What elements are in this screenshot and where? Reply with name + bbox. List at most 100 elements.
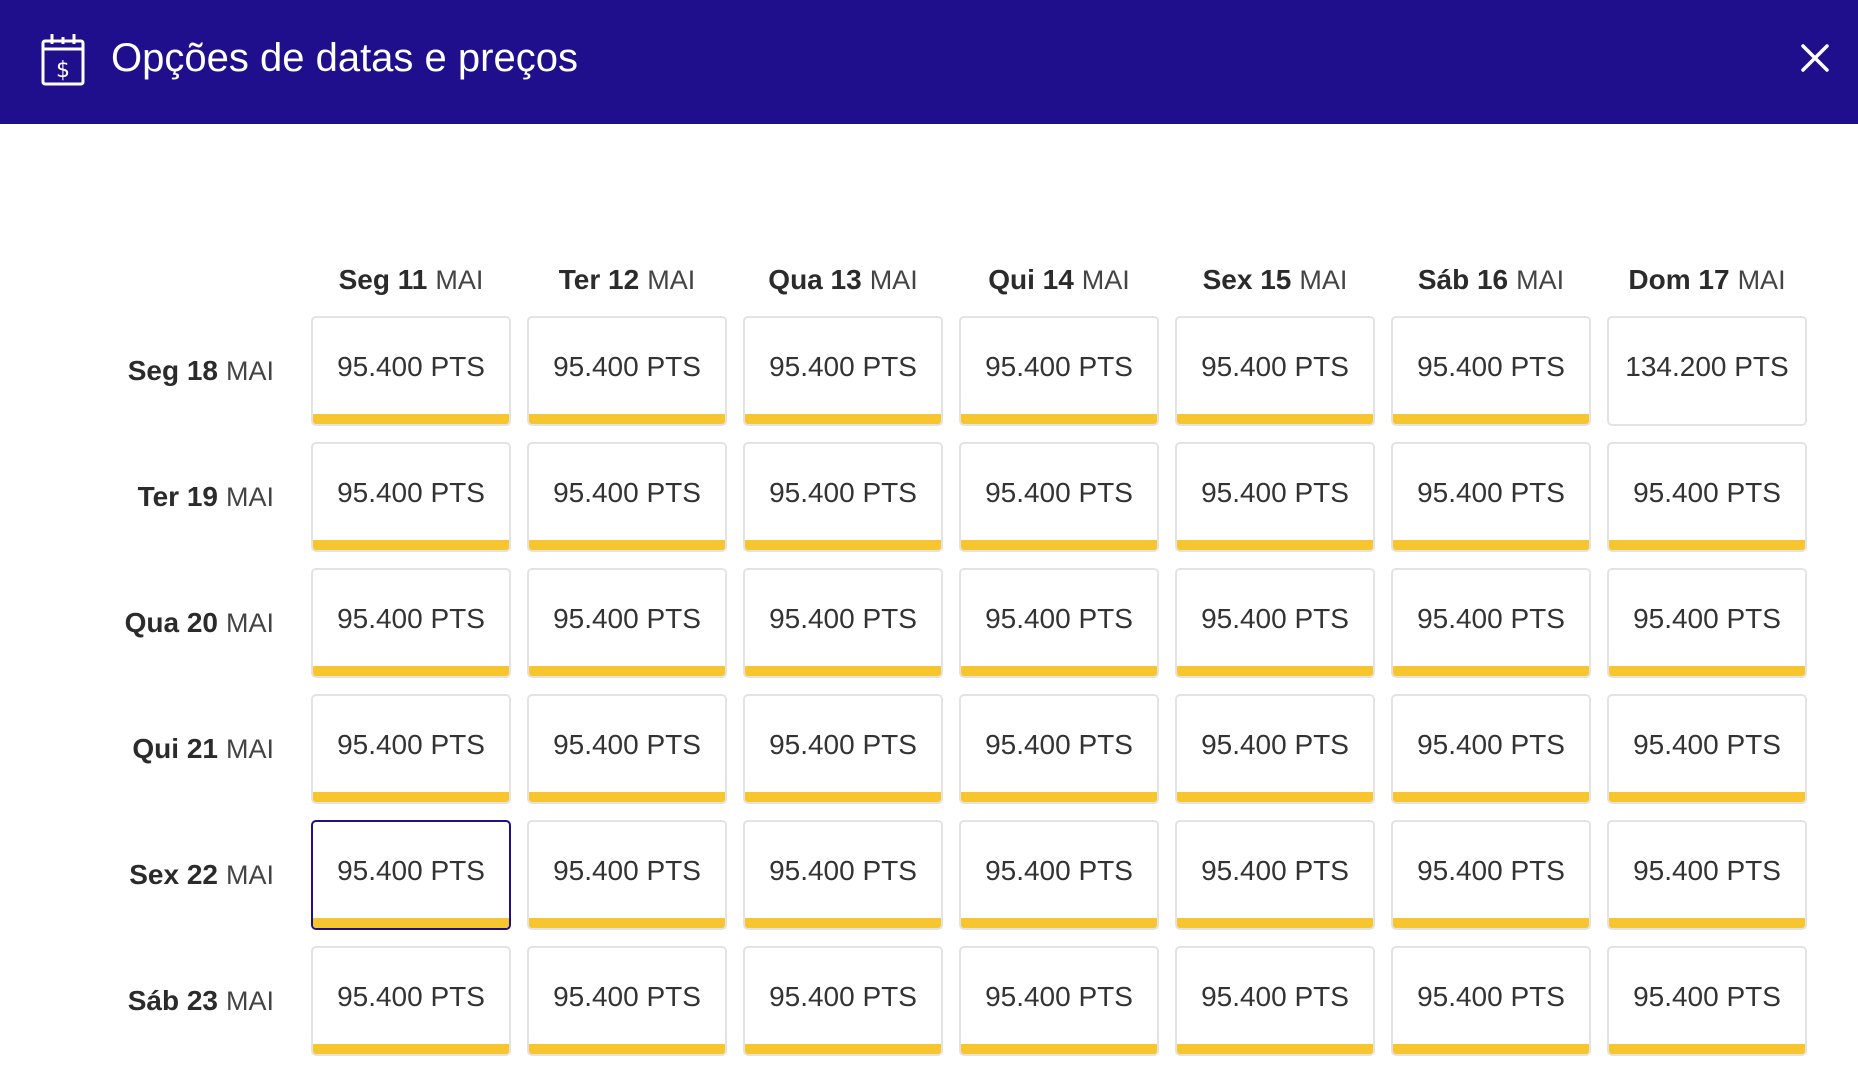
price-cell[interactable]: 95.400 PTS (1175, 442, 1375, 552)
price-cell[interactable]: 134.200 PTS (1607, 316, 1807, 426)
price-label: 95.400 PTS (1201, 981, 1349, 1012)
best-price-bar (529, 414, 725, 424)
price-cell[interactable]: 95.400 PTS (1175, 568, 1375, 678)
price-label: 95.400 PTS (1633, 981, 1781, 1012)
price-cell[interactable]: 95.400 PTS (311, 820, 511, 930)
price-label: 95.400 PTS (1417, 603, 1565, 634)
column-header-date: Seg 11 MAI (311, 258, 511, 302)
calendar-dollar-icon: $ (41, 31, 87, 87)
best-price-bar (745, 1044, 941, 1054)
price-label: 95.400 PTS (553, 603, 701, 634)
row-header-month: MAI (225, 860, 274, 890)
price-cell[interactable]: 95.400 PTS (959, 946, 1159, 1056)
price-label: 95.400 PTS (553, 729, 701, 760)
best-price-bar (1177, 666, 1373, 676)
price-cell[interactable]: 95.400 PTS (1391, 316, 1591, 426)
price-label: 95.400 PTS (985, 477, 1133, 508)
price-cell[interactable]: 95.400 PTS (311, 568, 511, 678)
price-label: 95.400 PTS (553, 351, 701, 382)
price-label: 95.400 PTS (1633, 729, 1781, 760)
price-label: 95.400 PTS (337, 477, 485, 508)
best-price-bar (1177, 918, 1373, 928)
price-cell[interactable]: 95.400 PTS (311, 442, 511, 552)
column-header-day: Dom 17 (1628, 264, 1730, 295)
price-cell[interactable]: 95.400 PTS (743, 316, 943, 426)
price-label: 95.400 PTS (769, 981, 917, 1012)
column-header-date: Dom 17 MAI (1607, 258, 1807, 302)
price-cell[interactable]: 95.400 PTS (743, 820, 943, 930)
price-label: 95.400 PTS (769, 477, 917, 508)
price-cell[interactable]: 95.400 PTS (1607, 820, 1807, 930)
price-cell[interactable]: 95.400 PTS (1607, 442, 1807, 552)
best-price-bar (1609, 1044, 1805, 1054)
modal-header: $ Opções de datas e preços (0, 0, 1858, 124)
price-cell[interactable]: 95.400 PTS (527, 694, 727, 804)
best-price-bar (1177, 414, 1373, 424)
price-cell[interactable]: 95.400 PTS (527, 820, 727, 930)
best-price-bar (745, 540, 941, 550)
best-price-bar (1609, 540, 1805, 550)
price-label: 95.400 PTS (1633, 603, 1781, 634)
price-cell[interactable]: 95.400 PTS (743, 568, 943, 678)
best-price-bar (1393, 918, 1589, 928)
price-cell[interactable]: 95.400 PTS (959, 694, 1159, 804)
price-label: 95.400 PTS (769, 351, 917, 382)
price-cell[interactable]: 95.400 PTS (527, 568, 727, 678)
price-cell[interactable]: 95.400 PTS (959, 442, 1159, 552)
row-header-date: Ter 19 MAI (40, 442, 274, 552)
price-cell[interactable]: 95.400 PTS (743, 694, 943, 804)
column-header-date: Qui 14 MAI (959, 258, 1159, 302)
price-cell[interactable]: 95.400 PTS (959, 568, 1159, 678)
best-price-bar (1177, 792, 1373, 802)
price-cell[interactable]: 95.400 PTS (1175, 316, 1375, 426)
price-cell[interactable]: 95.400 PTS (1607, 568, 1807, 678)
price-cell[interactable]: 95.400 PTS (743, 442, 943, 552)
price-label: 95.400 PTS (1417, 351, 1565, 382)
best-price-bar (1393, 1044, 1589, 1054)
row-header-date: Qua 20 MAI (40, 568, 274, 678)
price-cell[interactable]: 95.400 PTS (1391, 568, 1591, 678)
best-price-bar (313, 918, 509, 928)
column-header-month: MAI (869, 265, 918, 295)
row-header-month: MAI (225, 482, 274, 512)
best-price-bar (313, 1044, 509, 1054)
price-cell[interactable]: 95.400 PTS (1391, 694, 1591, 804)
column-header-month: MAI (1516, 265, 1565, 295)
best-price-bar (961, 1044, 1157, 1054)
price-label: 95.400 PTS (985, 351, 1133, 382)
price-cell[interactable]: 95.400 PTS (1607, 946, 1807, 1056)
price-cell[interactable]: 95.400 PTS (527, 316, 727, 426)
price-cell[interactable]: 95.400 PTS (311, 316, 511, 426)
price-label: 95.400 PTS (985, 603, 1133, 634)
price-cell[interactable]: 95.400 PTS (743, 946, 943, 1056)
price-cell[interactable]: 95.400 PTS (311, 946, 511, 1056)
column-header-month: MAI (435, 265, 484, 295)
price-label: 95.400 PTS (1201, 477, 1349, 508)
column-header-day: Seg 11 (338, 264, 428, 295)
price-label: 95.400 PTS (553, 855, 701, 886)
price-label: 95.400 PTS (1201, 729, 1349, 760)
price-cell[interactable]: 95.400 PTS (1175, 694, 1375, 804)
price-cell[interactable]: 95.400 PTS (1175, 820, 1375, 930)
price-cell[interactable]: 95.400 PTS (1391, 946, 1591, 1056)
row-header-day: Sáb 23 (127, 985, 218, 1016)
column-header-month: MAI (647, 265, 696, 295)
price-cell[interactable]: 95.400 PTS (959, 820, 1159, 930)
price-cell[interactable]: 95.400 PTS (1391, 820, 1591, 930)
column-header-date: Ter 12 MAI (527, 258, 727, 302)
price-cell[interactable]: 95.400 PTS (311, 694, 511, 804)
best-price-bar (961, 918, 1157, 928)
best-price-bar (313, 666, 509, 676)
price-cell[interactable]: 95.400 PTS (527, 946, 727, 1056)
close-icon[interactable] (1795, 38, 1835, 78)
price-label: 95.400 PTS (769, 603, 917, 634)
price-cell[interactable]: 95.400 PTS (1607, 694, 1807, 804)
price-label: 95.400 PTS (1417, 729, 1565, 760)
price-cell[interactable]: 95.400 PTS (959, 316, 1159, 426)
price-cell[interactable]: 95.400 PTS (1175, 946, 1375, 1056)
best-price-bar (1393, 540, 1589, 550)
row-header-date: Qui 21 MAI (40, 694, 274, 804)
price-cell[interactable]: 95.400 PTS (1391, 442, 1591, 552)
price-cell[interactable]: 95.400 PTS (527, 442, 727, 552)
svg-text:$: $ (56, 58, 70, 83)
